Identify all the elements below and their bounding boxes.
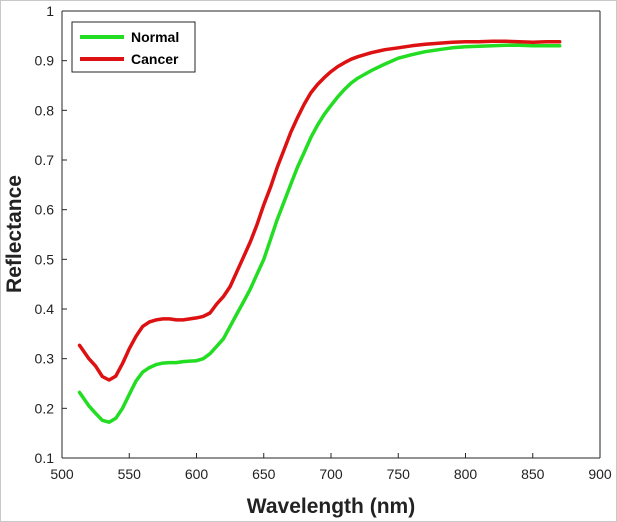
- y-tick-label: 0.6: [35, 202, 55, 218]
- plot-area: [62, 11, 600, 458]
- legend: Normal Cancer: [71, 21, 196, 73]
- x-tick-label: 850: [521, 466, 545, 482]
- y-tick-label: 0.9: [35, 53, 55, 69]
- x-axis-title: Wavelength (nm): [247, 495, 415, 518]
- x-tick-label: 750: [387, 466, 411, 482]
- y-tick-label: 0.2: [35, 400, 55, 416]
- y-tick-label: 0.8: [35, 102, 55, 118]
- y-tick-label: 0.1: [35, 450, 55, 466]
- series-layer: [77, 39, 562, 424]
- series-line-cancer: [77, 39, 562, 382]
- legend-label-normal: Normal: [131, 29, 179, 45]
- legend-label-cancer: Cancer: [131, 51, 179, 67]
- ticks-layer: 500 550 600 650 700 750 800 850 900 0.1 0.2 0.3 0.4 0…: [35, 3, 612, 482]
- x-tick-label: 550: [118, 466, 142, 482]
- x-tick-label: 900: [588, 466, 612, 482]
- y-tick-label: 0.4: [35, 301, 55, 317]
- y-tick-label: 0.5: [35, 251, 55, 267]
- y-tick-label: 0.3: [35, 351, 55, 367]
- legend-box: [71, 21, 196, 73]
- y-tick-label: 1: [46, 3, 54, 19]
- x-tick-label: 650: [252, 466, 276, 482]
- x-tick-label: 800: [454, 466, 478, 482]
- x-tick-label: 500: [50, 466, 74, 482]
- y-tick-label: 0.7: [35, 152, 55, 168]
- x-tick-label: 700: [319, 466, 343, 482]
- series-line-normal: [77, 43, 562, 424]
- y-axis-title: Reflectance: [3, 175, 26, 293]
- x-tick-label: 600: [185, 466, 209, 482]
